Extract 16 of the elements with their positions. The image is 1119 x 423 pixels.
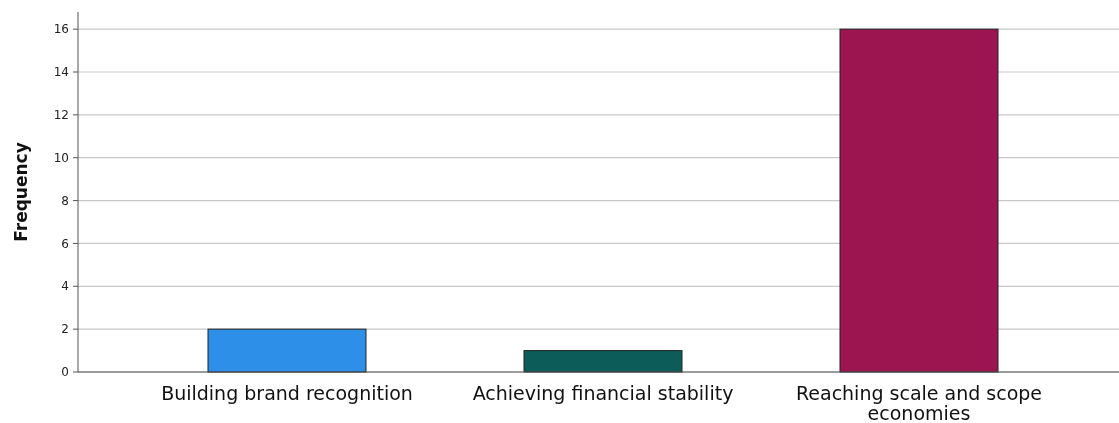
y-tick-label: 14	[53, 65, 69, 80]
y-tick-label: 10	[53, 150, 69, 165]
bar	[523, 350, 683, 373]
x-tick-label: Building brand recognition	[161, 382, 413, 404]
x-tick-label: Achieving financial stability	[472, 382, 734, 404]
bar	[207, 328, 367, 373]
y-axis-title: Frequency	[11, 142, 31, 242]
bar	[839, 28, 999, 373]
y-tick-label: 0	[61, 365, 69, 380]
y-tick-label: 2	[61, 322, 69, 337]
y-tick-label: 6	[61, 236, 69, 251]
y-tick-label: 8	[61, 193, 69, 208]
y-tick-label: 12	[53, 108, 69, 123]
y-tick-label: 16	[53, 22, 69, 37]
y-tick-label: 4	[61, 279, 69, 294]
x-tick-label: Reaching scale and scope economies	[795, 382, 1043, 423]
